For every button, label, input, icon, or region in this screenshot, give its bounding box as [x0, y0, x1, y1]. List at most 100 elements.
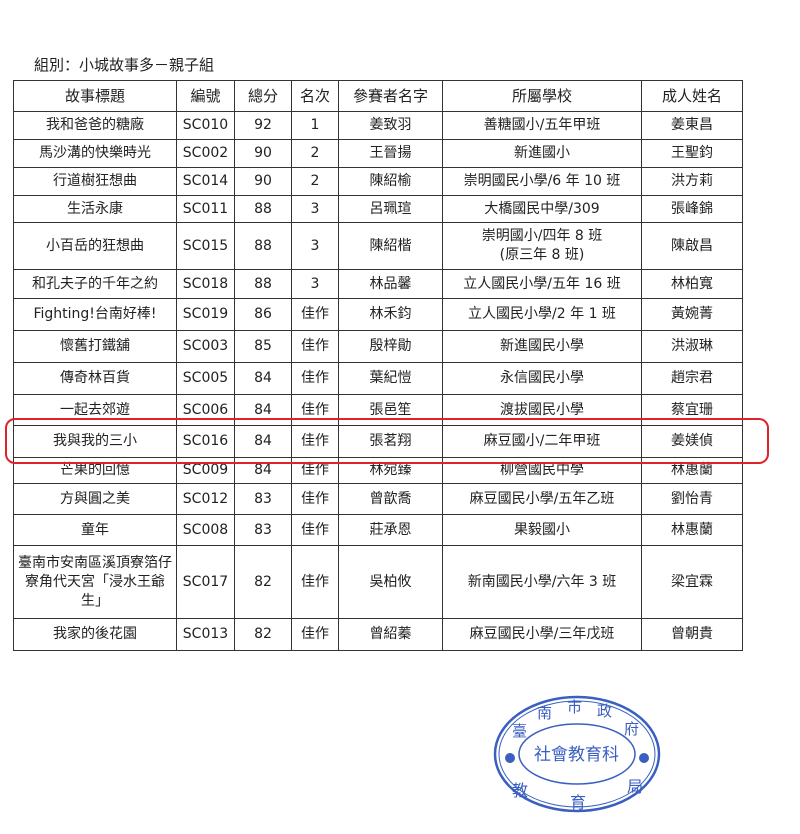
cell-adult-name: 劉怡青: [641, 483, 743, 515]
cell-rank: 2: [291, 139, 339, 168]
cell-adult-name: 梁宜霖: [641, 545, 743, 619]
cell-school: 大橋國民中學/309: [442, 195, 642, 223]
cell-total-score: 82: [234, 618, 292, 651]
table-row: 行道樹狂想曲 SC014 90 2 陳紹榆 崇明國民小學/6 年 10 班洪方莉: [13, 167, 743, 196]
highlight-box: [5, 418, 769, 464]
cell-school: 立人國民小學/五年 16 班: [442, 269, 642, 299]
table-row: 生活永康 SC011 88 3 呂珮瑄 大橋國民中學/309 張峰錦: [13, 195, 743, 223]
cell-story-title: 傳奇林百貨: [13, 362, 177, 395]
header-adult-name: 成人姓名: [641, 80, 743, 112]
table-row: 和孔夫子的千年之約 SC018 88 3 林品馨 立人國民小學/五年 16 班林柏寬: [13, 269, 743, 299]
table-row: 童年 SC008 83 佳作 莊承恩 果毅國小 林惠蘭: [13, 514, 743, 546]
cell-story-title: 我與我的三小: [13, 425, 177, 458]
cell-participant-name: 殷梓勛: [338, 330, 443, 363]
group-label: 組別：小城故事多－親子組: [34, 56, 215, 74]
header-row: 故事標題 編號 總分 名次 參賽者名字 所屬學校 成人姓名: [13, 80, 743, 112]
cell-participant-name: 陳紹榆: [338, 167, 443, 196]
cell-total-score: 84: [234, 362, 292, 395]
header-story-title: 故事標題: [13, 80, 177, 112]
table-row: 芒果的回憶 SC009 84 佳作 林宛臻 柳營國民中學 林惠蘭: [13, 457, 743, 484]
cell-rank: 3: [291, 195, 339, 223]
cell-total-score: 83: [234, 483, 292, 515]
cell-participant-name: 呂珮瑄: [338, 195, 443, 223]
cell-adult-name: 姜媄偵: [641, 425, 743, 458]
cell-rank: 佳作: [291, 394, 339, 426]
table-row: 懷舊打鐵舖 SC003 85 佳作 殷梓勛 新進國民小學 洪淑琳: [13, 330, 743, 363]
cell-entry-id: SC009: [176, 457, 235, 484]
cell-entry-id: SC005: [176, 362, 235, 395]
cell-total-score: 84: [234, 425, 292, 458]
cell-entry-id: SC006: [176, 394, 235, 426]
cell-total-score: 83: [234, 514, 292, 546]
cell-entry-id: SC002: [176, 139, 235, 168]
table-row: 小百岳的狂想曲 SC015 88 3 陳紹楷 崇明國小/四年 8 班 (原三年 8 班) 陳…: [13, 222, 743, 270]
cell-participant-name: 姜致羽: [338, 111, 443, 140]
cell-entry-id: SC012: [176, 483, 235, 515]
cell-adult-name: 黃婉菁: [641, 298, 743, 331]
cell-entry-id: SC013: [176, 618, 235, 651]
cell-entry-id: SC019: [176, 298, 235, 331]
svg-text:育: 育: [570, 793, 586, 812]
cell-story-title: 一起去郊遊: [13, 394, 177, 426]
cell-total-score: 82: [234, 545, 292, 619]
cell-rank: 1: [291, 111, 339, 140]
header-rank: 名次: [291, 80, 339, 112]
cell-participant-name: 吳柏攸: [338, 545, 443, 619]
cell-school: 麻豆國民小學/五年乙班: [442, 483, 642, 515]
cell-entry-id: SC014: [176, 167, 235, 196]
cell-school: 永信國民小學: [442, 362, 642, 395]
cell-total-score: 90: [234, 139, 292, 168]
cell-total-score: 86: [234, 298, 292, 331]
cell-school: 新南國民小學/六年 3 班: [442, 545, 642, 619]
header-total-score: 總分: [234, 80, 292, 112]
cell-adult-name: 張峰錦: [641, 195, 743, 223]
cell-school: 新進國小: [442, 139, 642, 168]
official-seal: 臺南市政府 社會教育科 教育 局: [493, 695, 661, 813]
cell-adult-name: 林惠蘭: [641, 457, 743, 484]
cell-participant-name: 葉紀愷: [338, 362, 443, 395]
cell-story-title: 我家的後花園: [13, 618, 177, 651]
cell-participant-name: 王晉揚: [338, 139, 443, 168]
cell-total-score: 88: [234, 269, 292, 299]
svg-text:教: 教: [512, 781, 528, 800]
cell-story-title: 生活永康: [13, 195, 177, 223]
cell-school: 善糖國小/五年甲班: [442, 111, 642, 140]
cell-participant-name: 林品馨: [338, 269, 443, 299]
cell-rank: 3: [291, 222, 339, 270]
table-row: 一起去郊遊 SC006 84 佳作 張邑笙 渡拔國民小學 蔡宜珊: [13, 394, 743, 426]
cell-adult-name: 林柏寬: [641, 269, 743, 299]
cell-school: 麻豆國民小學/三年戊班: [442, 618, 642, 651]
cell-adult-name: 蔡宜珊: [641, 394, 743, 426]
table-row: 我家的後花園 SC013 82 佳作 曾紹蓁 麻豆國民小學/三年戊班 曾朝貴: [13, 618, 743, 651]
cell-school: 柳營國民中學: [442, 457, 642, 484]
cell-school: 麻豆國小/二年甲班: [442, 425, 642, 458]
cell-adult-name: 陳啟昌: [641, 222, 743, 270]
cell-entry-id: SC016: [176, 425, 235, 458]
cell-story-title: 行道樹狂想曲: [13, 167, 177, 196]
cell-story-title: Fighting!台南好棒!: [13, 298, 177, 331]
cell-rank: 2: [291, 167, 339, 196]
cell-adult-name: 曾朝貴: [641, 618, 743, 651]
svg-text:臺: 臺: [512, 722, 527, 740]
table-row: 臺南市安南區溪頂寮箔仔寮角代天宮「浸水王爺生」 SC017 82 佳作 吳柏攸 新南國民小…: [13, 545, 743, 619]
cell-school: 渡拔國民小學: [442, 394, 642, 426]
cell-participant-name: 張茗翔: [338, 425, 443, 458]
cell-adult-name: 洪方莉: [641, 167, 743, 196]
cell-school: 果毅國小: [442, 514, 642, 546]
results-table: 故事標題 編號 總分 名次 參賽者名字 所屬學校 成人姓名 我和爸爸的糖廠 SC010 92 1 姜…: [13, 80, 743, 651]
cell-entry-id: SC010: [176, 111, 235, 140]
cell-total-score: 90: [234, 167, 292, 196]
cell-total-score: 84: [234, 457, 292, 484]
table-row: 我和爸爸的糖廠 SC010 92 1 姜致羽 善糖國小/五年甲班 姜東昌: [13, 111, 743, 140]
cell-story-title: 懷舊打鐵舖: [13, 330, 177, 363]
cell-participant-name: 莊承恩: [338, 514, 443, 546]
svg-text:社會教育科: 社會教育科: [534, 745, 619, 765]
cell-total-score: 88: [234, 222, 292, 270]
svg-text:政: 政: [597, 702, 612, 720]
cell-total-score: 88: [234, 195, 292, 223]
cell-entry-id: SC008: [176, 514, 235, 546]
cell-rank: 佳作: [291, 545, 339, 619]
cell-rank: 3: [291, 269, 339, 299]
cell-rank: 佳作: [291, 483, 339, 515]
cell-total-score: 85: [234, 330, 292, 363]
